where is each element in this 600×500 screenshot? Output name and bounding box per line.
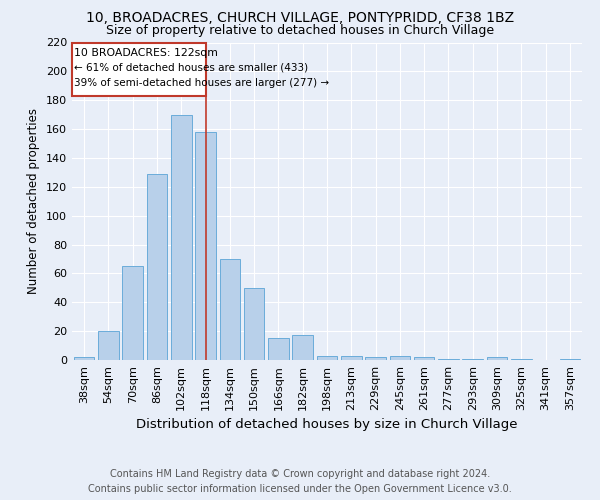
X-axis label: Distribution of detached houses by size in Church Village: Distribution of detached houses by size … (136, 418, 518, 432)
Bar (122, 266, 143, 360)
Bar (268, 338, 289, 360)
Bar (220, 259, 240, 360)
Bar (171, 114, 191, 360)
Bar (195, 132, 216, 360)
Bar (365, 357, 386, 360)
Text: 39% of semi-detached houses are larger (277) →: 39% of semi-detached houses are larger (… (74, 78, 329, 88)
Bar (341, 356, 362, 360)
Text: ← 61% of detached houses are smaller (433): ← 61% of detached houses are smaller (43… (74, 62, 308, 72)
Text: Size of property relative to detached houses in Church Village: Size of property relative to detached ho… (106, 24, 494, 37)
Y-axis label: Number of detached properties: Number of detached properties (28, 108, 40, 294)
FancyBboxPatch shape (72, 42, 206, 96)
Bar (389, 356, 410, 360)
Bar (487, 357, 508, 360)
Bar (317, 356, 337, 360)
Text: 10 BROADACRES: 122sqm: 10 BROADACRES: 122sqm (74, 48, 218, 58)
Bar (414, 357, 434, 360)
Text: 10, BROADACRES, CHURCH VILLAGE, PONTYPRIDD, CF38 1BZ: 10, BROADACRES, CHURCH VILLAGE, PONTYPRI… (86, 11, 514, 25)
Bar (146, 174, 167, 360)
Bar (74, 357, 94, 360)
Bar (98, 331, 119, 360)
Bar (560, 358, 580, 360)
Bar (438, 358, 459, 360)
Text: Contains HM Land Registry data © Crown copyright and database right 2024.
Contai: Contains HM Land Registry data © Crown c… (88, 469, 512, 494)
Bar (511, 358, 532, 360)
Bar (463, 358, 483, 360)
Bar (292, 336, 313, 360)
Bar (244, 288, 265, 360)
